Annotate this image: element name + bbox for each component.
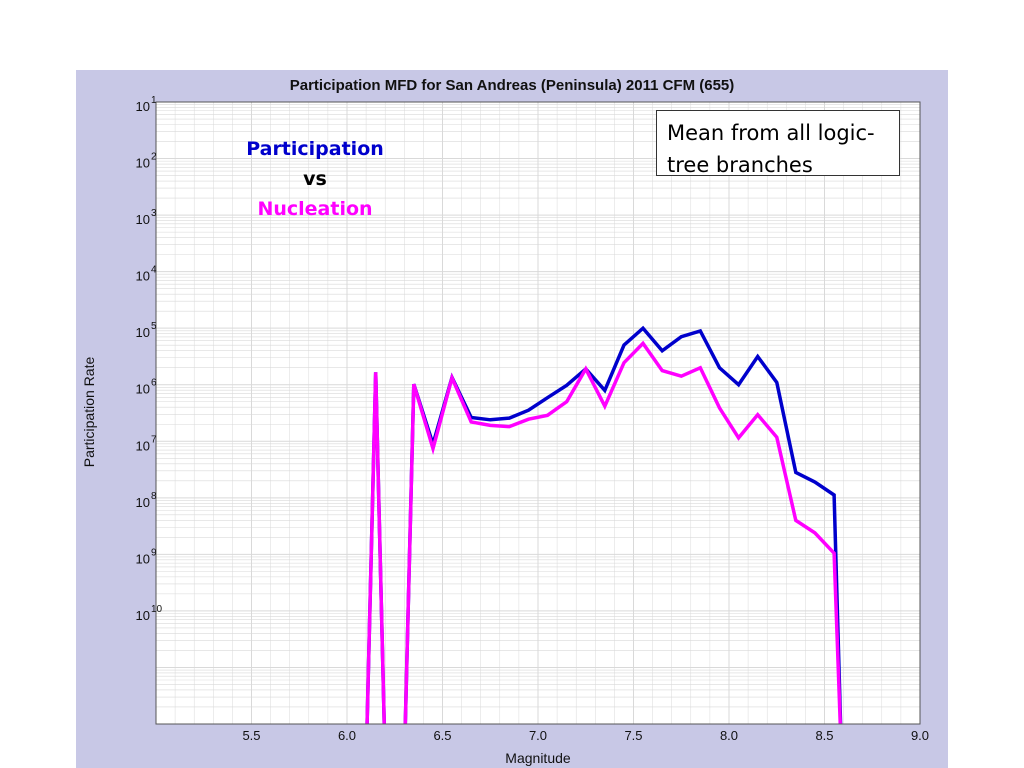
y-tick-exponent: 5 xyxy=(151,321,157,332)
y-tick-exponent: 1 xyxy=(151,95,157,106)
y-tick-label: 10 7 xyxy=(136,434,157,453)
y-tick-base: 10 xyxy=(136,608,150,623)
x-tick-label: 7.0 xyxy=(529,728,547,743)
x-tick-label: 8.5 xyxy=(815,728,833,743)
y-tick-exponent: 9 xyxy=(151,547,157,558)
y-tick-label: 10 6 xyxy=(136,378,157,397)
legend-nucleation: Nucleation xyxy=(257,198,373,220)
callout-box: Mean from all logic- tree branches xyxy=(656,110,900,177)
y-tick-label: 10 3 xyxy=(136,208,157,227)
series-line-nucleation xyxy=(365,340,843,724)
legend-vs: vs xyxy=(303,168,327,190)
grid xyxy=(155,102,921,725)
y-tick-base: 10 xyxy=(136,212,150,227)
x-tick-label: 7.5 xyxy=(624,728,642,743)
x-tick-label: 5.5 xyxy=(242,728,260,743)
series-layer xyxy=(365,325,843,724)
chart-title: Participation MFD for San Andreas (Penin… xyxy=(290,77,735,94)
y-tick-base: 10 xyxy=(136,438,150,453)
y-tick-exponent: 7 xyxy=(151,434,157,445)
y-tick-label: 10 2 xyxy=(136,152,157,171)
y-tick-base: 10 xyxy=(136,156,150,171)
mfd-chart: Participation MFD for San Andreas (Penin… xyxy=(81,77,929,766)
y-tick-exponent: 6 xyxy=(151,378,157,389)
y-tick-exponent: 4 xyxy=(151,265,157,276)
y-tick-base: 10 xyxy=(136,382,150,397)
x-tick-label: 9.0 xyxy=(911,728,929,743)
y-tick-base: 10 xyxy=(136,495,150,510)
x-tick-label: 6.0 xyxy=(338,728,356,743)
y-tick-label: 10 8 xyxy=(136,491,157,510)
y-tick-exponent: 10 xyxy=(151,604,163,615)
y-tick-exponent: 8 xyxy=(151,491,157,502)
series-legend-note: Participation vs Nucleation xyxy=(210,134,420,224)
y-tick-exponent: 3 xyxy=(151,208,157,219)
legend-participation: Participation xyxy=(246,138,384,160)
x-tick-label: 8.0 xyxy=(720,728,738,743)
y-tick-label: 10 1 xyxy=(136,95,157,114)
y-tick-base: 10 xyxy=(136,269,150,284)
y-tick-base: 10 xyxy=(136,325,150,340)
y-axis-label: Participation Rate xyxy=(81,357,97,468)
x-axis-label: Magnitude xyxy=(505,750,571,766)
y-tick-base: 10 xyxy=(136,551,150,566)
x-tick-labels: 5.5 6.0 6.5 7.0 7.5 8.0 8.5 9.0 xyxy=(242,728,929,743)
y-tick-label: 10 5 xyxy=(136,321,157,340)
y-tick-exponent: 2 xyxy=(151,152,157,163)
y-tick-label: 10 10 xyxy=(136,604,163,623)
callout-line-2: tree branches xyxy=(667,153,813,177)
plot-frame xyxy=(155,101,921,725)
y-tick-label: 10 9 xyxy=(136,547,157,566)
x-tick-label: 6.5 xyxy=(433,728,451,743)
callout-line-1: Mean from all logic- xyxy=(667,121,875,145)
y-tick-label: 10 4 xyxy=(136,265,157,284)
y-tick-base: 10 xyxy=(136,99,150,114)
